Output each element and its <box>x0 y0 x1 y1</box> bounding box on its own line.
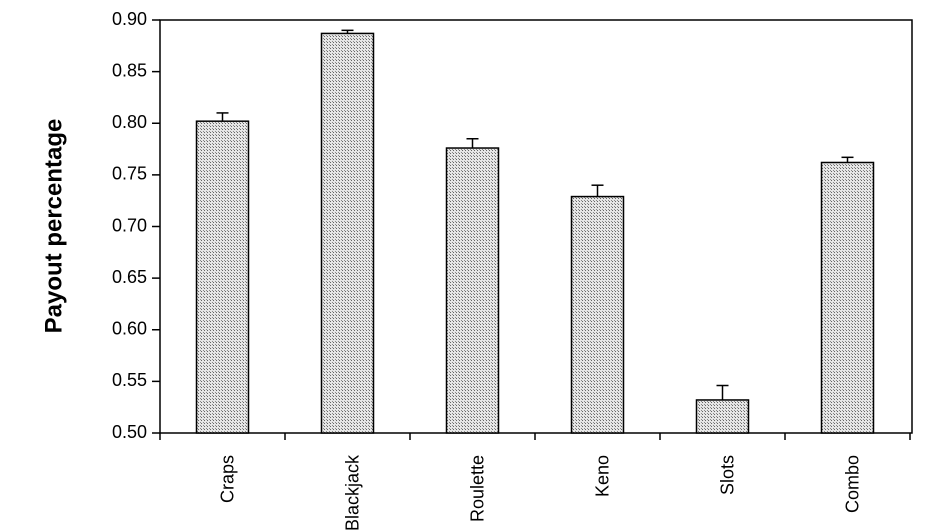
y-tick-label: 0.80 <box>112 112 147 132</box>
bar-roulette <box>445 147 500 434</box>
bar-blackjack <box>320 32 375 434</box>
x-category-label: Roulette <box>467 455 487 522</box>
y-axis-title: Payout percentage <box>40 119 67 334</box>
x-category-label: Blackjack <box>342 454 362 530</box>
x-category-label: Combo <box>842 455 862 513</box>
y-tick-label: 0.60 <box>112 319 147 339</box>
y-tick-label: 0.55 <box>112 370 147 390</box>
x-axis <box>159 433 911 440</box>
bars: Craps Blackjack Roulette Keno Slots Combo <box>195 29 875 530</box>
x-category-label: Keno <box>592 455 612 497</box>
y-tick-label: 0.70 <box>112 215 147 235</box>
bar-craps <box>195 120 250 434</box>
y-tick-label: 0.75 <box>112 164 147 184</box>
y-axis: 0.50 0.55 0.60 0.65 0.70 0.75 0.80 0.85 0.90 <box>112 9 160 442</box>
y-tick-label: 0.50 <box>112 422 147 442</box>
y-tick-label: 0.90 <box>112 9 147 29</box>
x-category-label: Craps <box>217 455 237 503</box>
bar-slots <box>695 399 750 434</box>
bar-combo <box>820 161 875 434</box>
bar-keno <box>570 195 625 434</box>
y-tick-label: 0.85 <box>112 60 147 80</box>
y-tick-label: 0.65 <box>112 267 147 287</box>
plot-frame <box>159 19 913 434</box>
x-category-label: Slots <box>717 455 737 495</box>
